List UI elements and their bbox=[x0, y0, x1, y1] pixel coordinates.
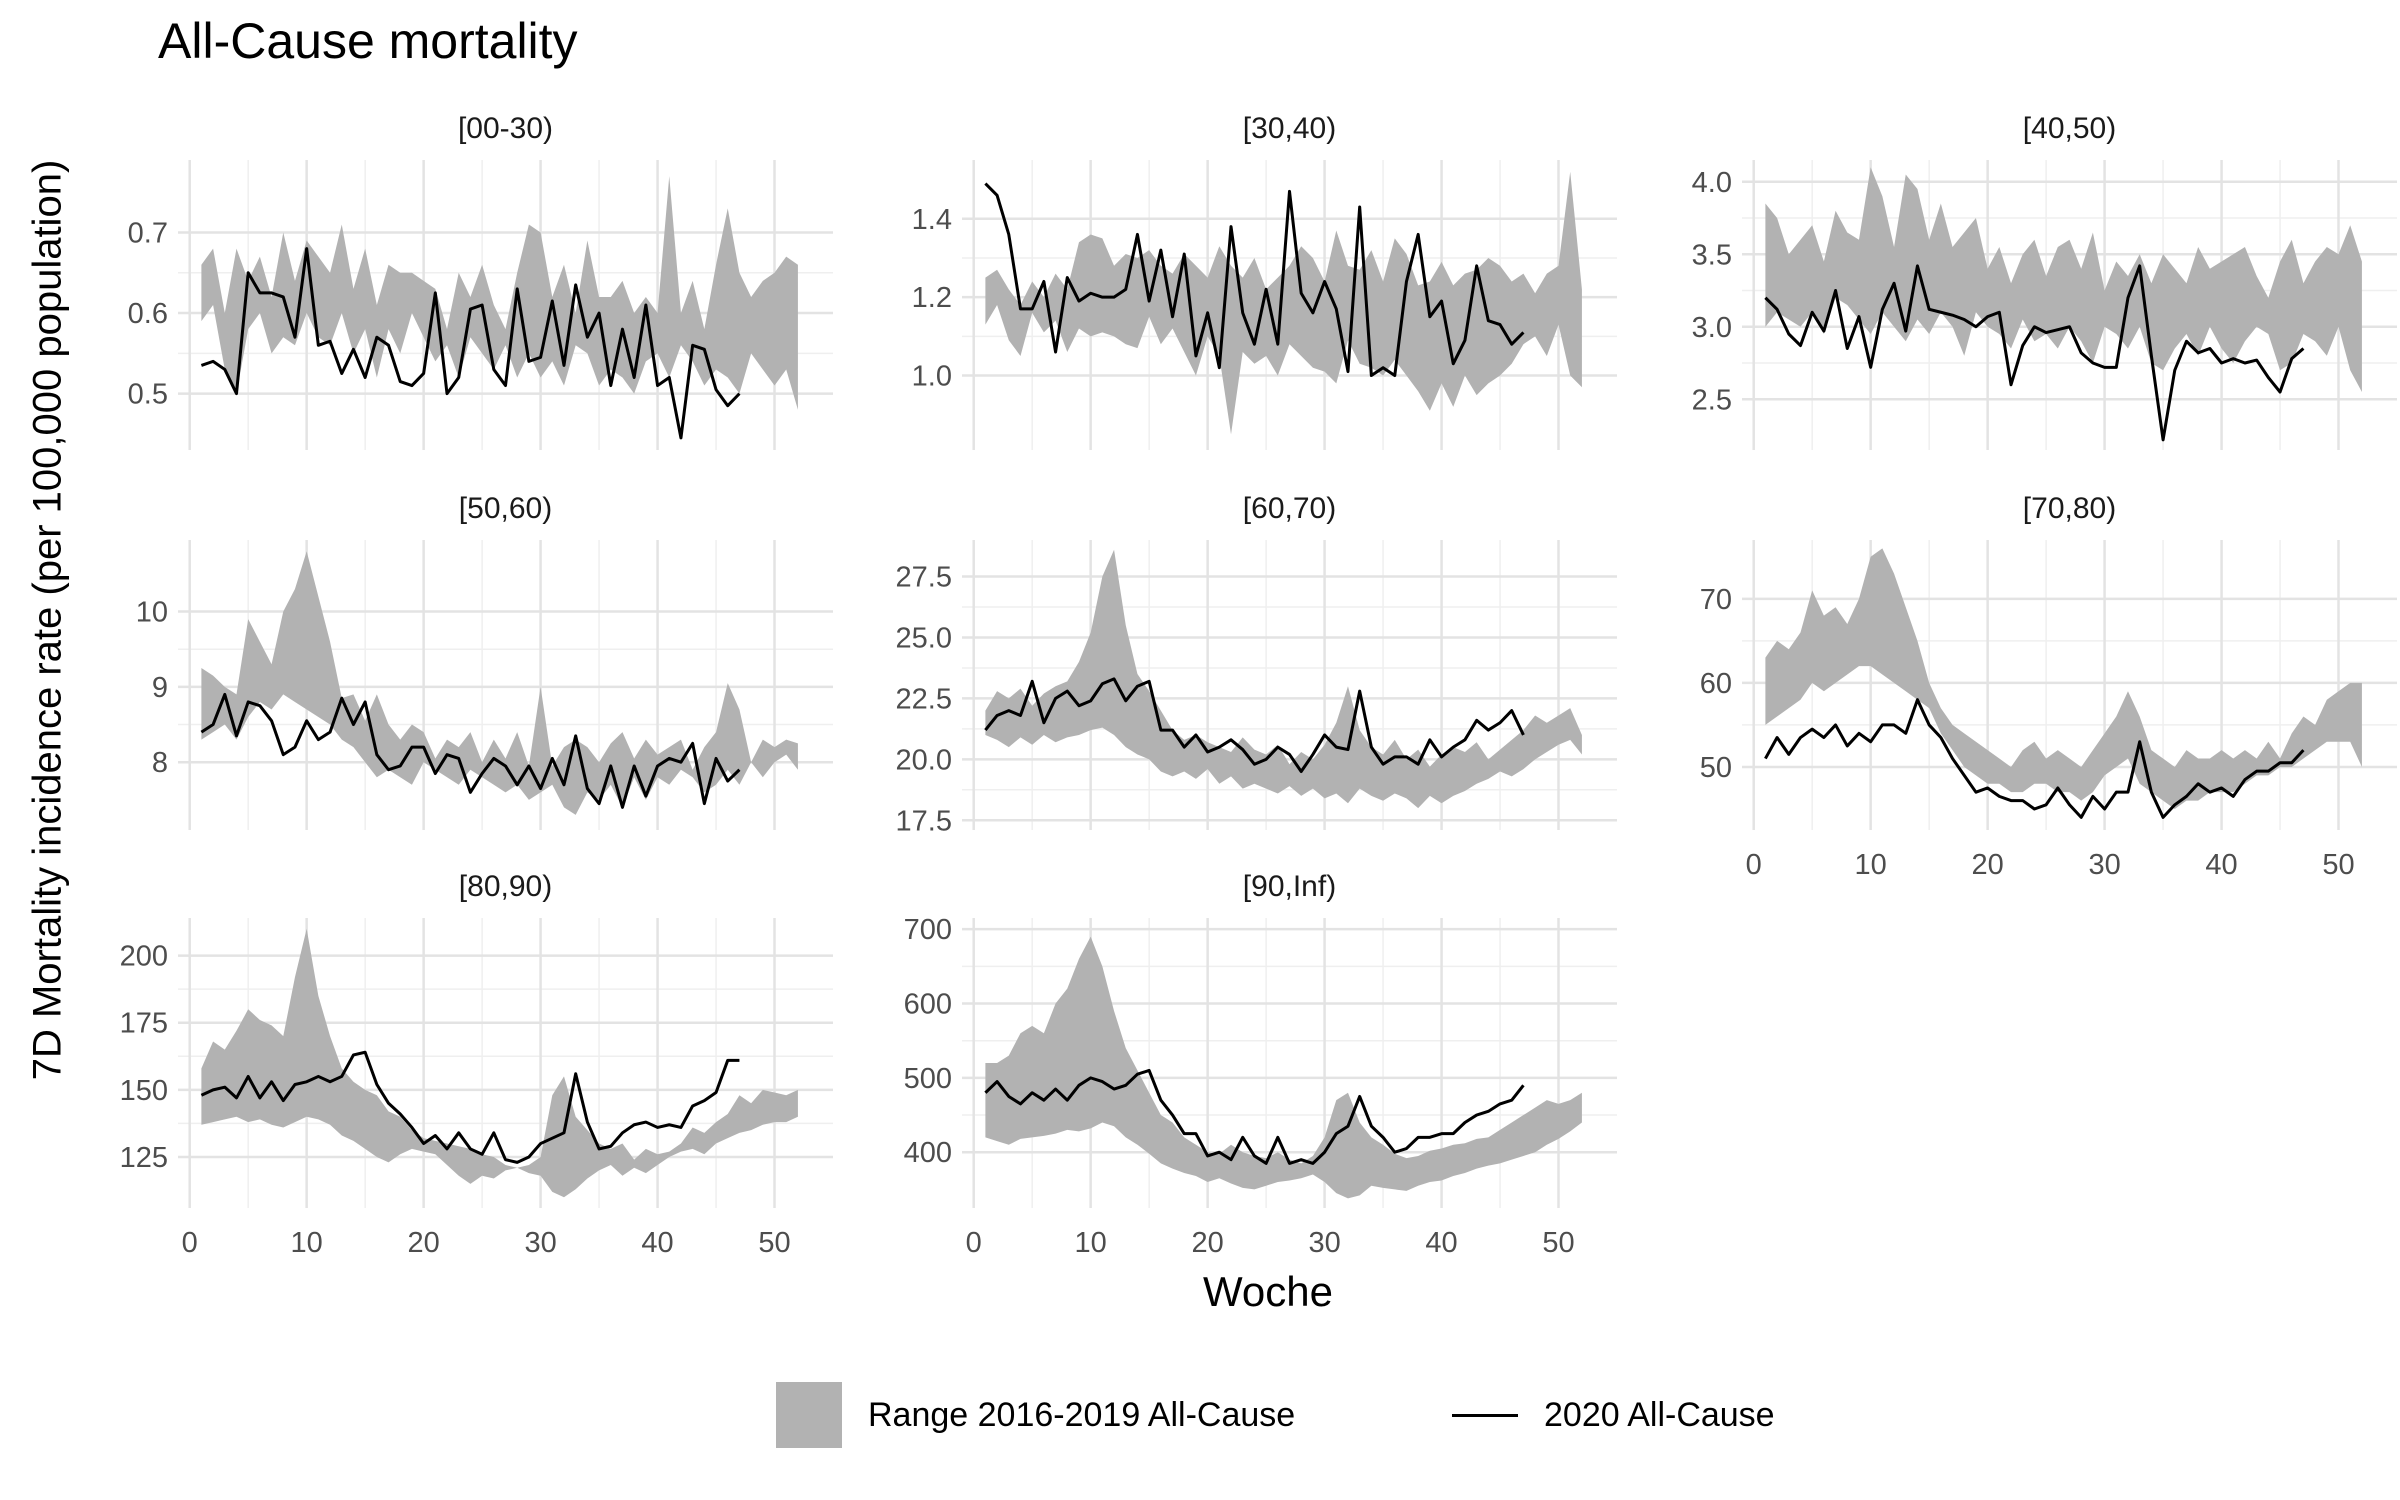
x-tick-label: 0 bbox=[182, 1227, 198, 1259]
facet-strip-label: [90,Inf) bbox=[1243, 870, 1336, 903]
facet-strip-label: [40,50) bbox=[2023, 112, 2116, 145]
range-ribbon bbox=[985, 549, 1582, 809]
x-axis-label: Woche bbox=[1203, 1268, 1333, 1315]
x-tick-label: 0 bbox=[966, 1227, 982, 1259]
range-ribbon bbox=[1765, 167, 2362, 392]
legend-item-range: Range 2016-2019 All-Cause bbox=[776, 1380, 1295, 1450]
x-tick-label: 20 bbox=[407, 1227, 439, 1259]
range-ribbon bbox=[985, 936, 1582, 1199]
legend-item-line: 2020 All-Cause bbox=[1452, 1380, 1775, 1450]
y-tick-label: 175 bbox=[120, 1008, 168, 1040]
y-tick-label: 2.5 bbox=[1692, 384, 1732, 416]
y-tick-label: 10 bbox=[136, 597, 168, 629]
x-tick-label: 10 bbox=[291, 1227, 323, 1259]
legend-line-swatch bbox=[1452, 1382, 1518, 1448]
y-tick-label: 0.6 bbox=[128, 298, 168, 330]
y-tick-label: 500 bbox=[904, 1063, 952, 1095]
x-tick-label: 30 bbox=[2088, 849, 2120, 881]
x-tick-label: 10 bbox=[1075, 1227, 1107, 1259]
y-tick-label: 1.4 bbox=[912, 204, 952, 236]
y-tick-label: 150 bbox=[120, 1075, 168, 1107]
x-tick-label: 40 bbox=[2205, 849, 2237, 881]
x-tick-label: 30 bbox=[1308, 1227, 1340, 1259]
y-tick-label: 1.0 bbox=[912, 361, 952, 393]
x-tick-label: 50 bbox=[2322, 849, 2354, 881]
series-line-2020 bbox=[984, 182, 1525, 378]
y-tick-label: 9 bbox=[152, 672, 168, 704]
y-tick-label: 0.5 bbox=[128, 379, 168, 411]
x-tick-label: 30 bbox=[524, 1227, 556, 1259]
y-tick-label: 60 bbox=[1700, 668, 1732, 700]
x-tick-label: 20 bbox=[1191, 1227, 1223, 1259]
facet-strip-label: [60,70) bbox=[1243, 492, 1336, 525]
y-tick-label: 3.5 bbox=[1692, 239, 1732, 271]
y-tick-label: 1.2 bbox=[912, 282, 952, 314]
y-tick-label: 22.5 bbox=[896, 683, 952, 715]
series-line-2020 bbox=[1764, 264, 2305, 442]
chart-title: All-Cause mortality bbox=[158, 13, 578, 69]
range-ribbon bbox=[201, 928, 798, 1198]
y-tick-label: 400 bbox=[904, 1137, 952, 1169]
legend-ribbon-swatch bbox=[776, 1382, 842, 1448]
range-ribbon bbox=[1765, 548, 2362, 809]
legend: Range 2016-2019 All-Cause 2020 All-Cause bbox=[0, 1380, 2400, 1460]
x-tick-label: 40 bbox=[1425, 1227, 1457, 1259]
y-tick-label: 70 bbox=[1700, 584, 1732, 616]
y-tick-label: 25.0 bbox=[896, 622, 952, 654]
y-tick-label: 600 bbox=[904, 989, 952, 1021]
series-line-2020 bbox=[200, 1050, 740, 1164]
y-tick-label: 125 bbox=[120, 1142, 168, 1174]
y-tick-label: 4.0 bbox=[1692, 167, 1732, 199]
range-ribbon bbox=[201, 551, 798, 815]
series-line-2020 bbox=[1764, 698, 2305, 819]
series-line-2020 bbox=[984, 1068, 1525, 1165]
y-tick-label: 0.7 bbox=[128, 218, 168, 250]
y-tick-label: 3.0 bbox=[1692, 312, 1732, 344]
legend-range-label: Range 2016-2019 All-Cause bbox=[868, 1395, 1296, 1434]
series-line-2020 bbox=[200, 247, 741, 440]
x-tick-label: 0 bbox=[1746, 849, 1762, 881]
x-tick-label: 20 bbox=[1971, 849, 2003, 881]
range-ribbon bbox=[985, 171, 1582, 435]
y-tick-label: 50 bbox=[1700, 752, 1732, 784]
facet-strip-label: [30,40) bbox=[1243, 112, 1336, 145]
x-tick-label: 40 bbox=[641, 1227, 673, 1259]
legend-line-label: 2020 All-Cause bbox=[1544, 1395, 1775, 1434]
y-tick-label: 27.5 bbox=[896, 562, 952, 594]
facet-strip-label: [70,80) bbox=[2023, 492, 2116, 525]
y-tick-label: 20.0 bbox=[896, 744, 952, 776]
y-tick-label: 700 bbox=[904, 914, 952, 946]
facet-strip-label: [80,90) bbox=[459, 870, 552, 903]
y-tick-label: 8 bbox=[152, 747, 168, 779]
series-line-2020 bbox=[984, 677, 1525, 774]
facet-strip-label: [00-30) bbox=[458, 112, 553, 145]
range-ribbon bbox=[201, 176, 798, 410]
x-tick-label: 50 bbox=[758, 1227, 790, 1259]
x-tick-label: 10 bbox=[1855, 849, 1887, 881]
y-tick-label: 200 bbox=[120, 941, 168, 973]
x-tick-label: 50 bbox=[1542, 1227, 1574, 1259]
series-line-2020 bbox=[200, 692, 741, 809]
facet-strip-label: [50,60) bbox=[459, 492, 552, 525]
y-tick-label: 17.5 bbox=[896, 805, 952, 837]
